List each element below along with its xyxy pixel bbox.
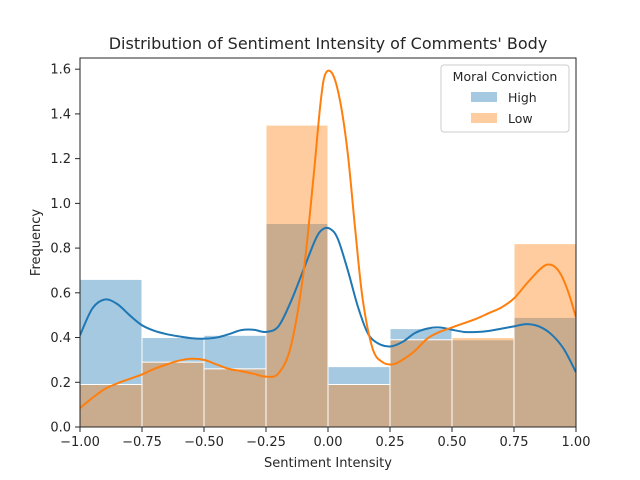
y-tick-label: 1.2 xyxy=(50,152,71,167)
bar-low-6 xyxy=(451,337,515,427)
legend-title: Moral Conviction xyxy=(453,69,558,84)
y-tick-label: 1.4 xyxy=(50,107,71,122)
legend-frame xyxy=(440,64,570,133)
legend-label-high: High xyxy=(508,90,537,105)
x-axis: −1.00 −0.75 −0.50 −0.25 0.00 0.25 0.50 0.75 1.00 xyxy=(60,427,590,450)
y-tick-label: 0.6 xyxy=(50,286,71,301)
bar-low-1 xyxy=(141,361,205,427)
x-tick-label: 1.00 xyxy=(562,435,591,450)
y-axis-label: Frequency xyxy=(29,209,44,276)
legend-swatch-low xyxy=(471,113,497,123)
legend-swatch-high xyxy=(471,92,497,102)
x-tick-label: 0.00 xyxy=(314,435,343,450)
bar-high-4 xyxy=(327,366,391,427)
bar-low-0 xyxy=(80,384,143,427)
x-tick-label: 0.25 xyxy=(376,435,405,450)
bar-high-1 xyxy=(141,337,205,427)
x-tick-label: 0.50 xyxy=(438,435,467,450)
bar-low-7 xyxy=(513,243,576,427)
plot-area xyxy=(80,69,576,427)
y-tick-label: 0.8 xyxy=(50,242,71,257)
bar-high-7 xyxy=(513,316,576,427)
bar-high-0 xyxy=(80,278,143,427)
bar-low-3 xyxy=(265,124,329,427)
legend-label-low: Low xyxy=(508,111,533,126)
y-tick-label: 0.0 xyxy=(50,421,71,436)
y-tick-label: 1.0 xyxy=(50,197,71,212)
y-axis: 0.0 0.2 0.4 0.6 0.8 1.0 1.2 1.4 1.6 xyxy=(50,63,80,436)
legend: Moral Conviction High Low xyxy=(440,64,570,133)
x-tick-label: −0.50 xyxy=(184,435,224,450)
x-tick-label: −0.75 xyxy=(122,435,162,450)
y-tick-label: 0.4 xyxy=(50,331,71,346)
bar-high-6 xyxy=(451,339,515,427)
chart-title: Distribution of Sentiment Intensity of C… xyxy=(109,34,548,53)
x-tick-label: −1.00 xyxy=(60,435,100,450)
x-axis-label: Sentiment Intensity xyxy=(264,456,392,471)
x-tick-label: 0.75 xyxy=(500,435,529,450)
bar-low-4 xyxy=(327,384,391,427)
bar-low-2 xyxy=(203,368,267,427)
y-tick-label: 1.6 xyxy=(50,63,71,78)
kde-line-low xyxy=(80,69,576,409)
y-tick-label: 0.2 xyxy=(50,376,71,391)
bar-low-5 xyxy=(389,339,453,427)
x-tick-label: −0.25 xyxy=(246,435,286,450)
bar-high-3 xyxy=(265,222,329,427)
kde-line-high xyxy=(80,226,576,373)
